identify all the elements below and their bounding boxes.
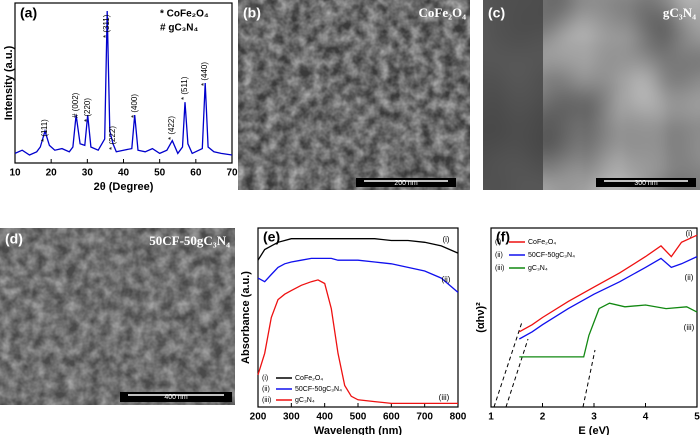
- x-tick-label: 4: [643, 412, 649, 423]
- x-tick-label: 500: [350, 412, 367, 423]
- x-tick-label: 30: [82, 168, 94, 179]
- caption: 50CF-50gC₃N₄: [149, 233, 230, 248]
- x-tick-label: 800: [450, 412, 467, 423]
- legend-label: 50CF-50gC₃N₄: [528, 252, 575, 259]
- y-axis-label: Absorbance (a.u.): [240, 271, 252, 364]
- legend-tag: (ii): [262, 386, 270, 393]
- legend-tag: (i): [262, 375, 268, 382]
- peak-label: * (222): [108, 126, 117, 150]
- peak-label: * (511): [180, 76, 189, 100]
- y-axis-label: (αhν)²: [475, 302, 487, 333]
- data-line: [519, 302, 698, 358]
- data-line: [518, 256, 698, 340]
- panel-label: (b): [243, 5, 261, 21]
- series-tag: (iii): [439, 393, 450, 402]
- x-tick-label: 50: [154, 168, 166, 179]
- peak-label: * (111): [40, 119, 49, 142]
- x-tick-label: 2: [540, 412, 546, 423]
- series-tag: (i): [685, 229, 692, 238]
- legend-text: * CoFe₂O₄: [160, 9, 209, 20]
- y-axis-label: Intensity (a.u.): [3, 45, 15, 120]
- sem-c: 300 nm (c) gC₃N₄: [483, 0, 700, 190]
- panel-label: (d): [5, 231, 23, 247]
- peak-label: # (002): [71, 92, 80, 118]
- x-tick-label: 700: [416, 412, 433, 423]
- x-tick-label: 1: [488, 412, 494, 423]
- series-tag: (ii): [685, 273, 694, 282]
- x-tick-label: 400: [316, 412, 333, 423]
- x-tick-label: 300: [283, 412, 300, 423]
- legend-label: gC₃N₄: [528, 265, 548, 272]
- x-tick-label: 3: [591, 412, 597, 423]
- x-axis-label: 2θ (Degree): [94, 181, 154, 193]
- series-tag: (ii): [442, 275, 451, 284]
- data-line: [518, 234, 698, 333]
- peak-label: * (311): [102, 14, 111, 38]
- x-tick-label: 10: [9, 168, 21, 179]
- legend-label: 50CF-50gC₃N₄: [295, 386, 342, 393]
- data-line: [257, 279, 458, 405]
- x-tick-label: 70: [226, 168, 238, 179]
- legend-tag: (iii): [495, 265, 504, 272]
- series-tag: (i): [442, 235, 449, 244]
- x-axis-label: E (eV): [578, 425, 610, 435]
- plot-frame: [257, 227, 459, 408]
- legend-label: CoFe₂O₄: [295, 375, 323, 382]
- panel-label: (e): [263, 229, 280, 245]
- extrapolation-lines: [493, 321, 596, 408]
- scale-label: 400 nm: [164, 394, 188, 401]
- legend-tag: (iii): [262, 397, 271, 404]
- panel-label: (c): [488, 5, 505, 21]
- x-tick-label: 5: [694, 412, 700, 423]
- legend-label: CoFe₂O₄: [528, 239, 556, 246]
- data-line: [14, 10, 233, 156]
- x-tick-label: 40: [118, 168, 130, 179]
- x-tick-label: 200: [250, 412, 267, 423]
- peak-label: * (422): [167, 116, 176, 140]
- peak-label: * (220): [83, 98, 92, 122]
- x-tick-label: 20: [46, 168, 58, 179]
- sem-d: 400 nm (d) 50CF-50gC₃N₄: [0, 228, 235, 405]
- data-line: [257, 257, 459, 293]
- legend-text: # gC₃N₄: [160, 23, 199, 34]
- data-line: [257, 238, 459, 261]
- peak-label: * (400): [130, 94, 139, 118]
- legend-label: gC₃N₄: [295, 397, 315, 404]
- panel-label: (a): [20, 5, 37, 21]
- panel-label: (f): [496, 229, 510, 245]
- caption: gC₃N₄: [663, 5, 696, 20]
- scale-label: 200 nm: [394, 180, 418, 187]
- sem-b: 200 nm (b) CoFe₂O₄: [238, 0, 470, 190]
- x-tick-label: 60: [190, 168, 202, 179]
- legend-tag: (ii): [495, 252, 503, 259]
- x-axis-label: Wavelength (nm): [314, 425, 403, 435]
- legend-tag: (i): [495, 239, 501, 246]
- scale-label: 300 nm: [634, 180, 658, 187]
- caption: CoFe₂O₄: [418, 5, 466, 20]
- peak-label: * (440): [200, 62, 209, 86]
- series-tag: (iii): [684, 323, 695, 332]
- x-tick-label: 600: [383, 412, 400, 423]
